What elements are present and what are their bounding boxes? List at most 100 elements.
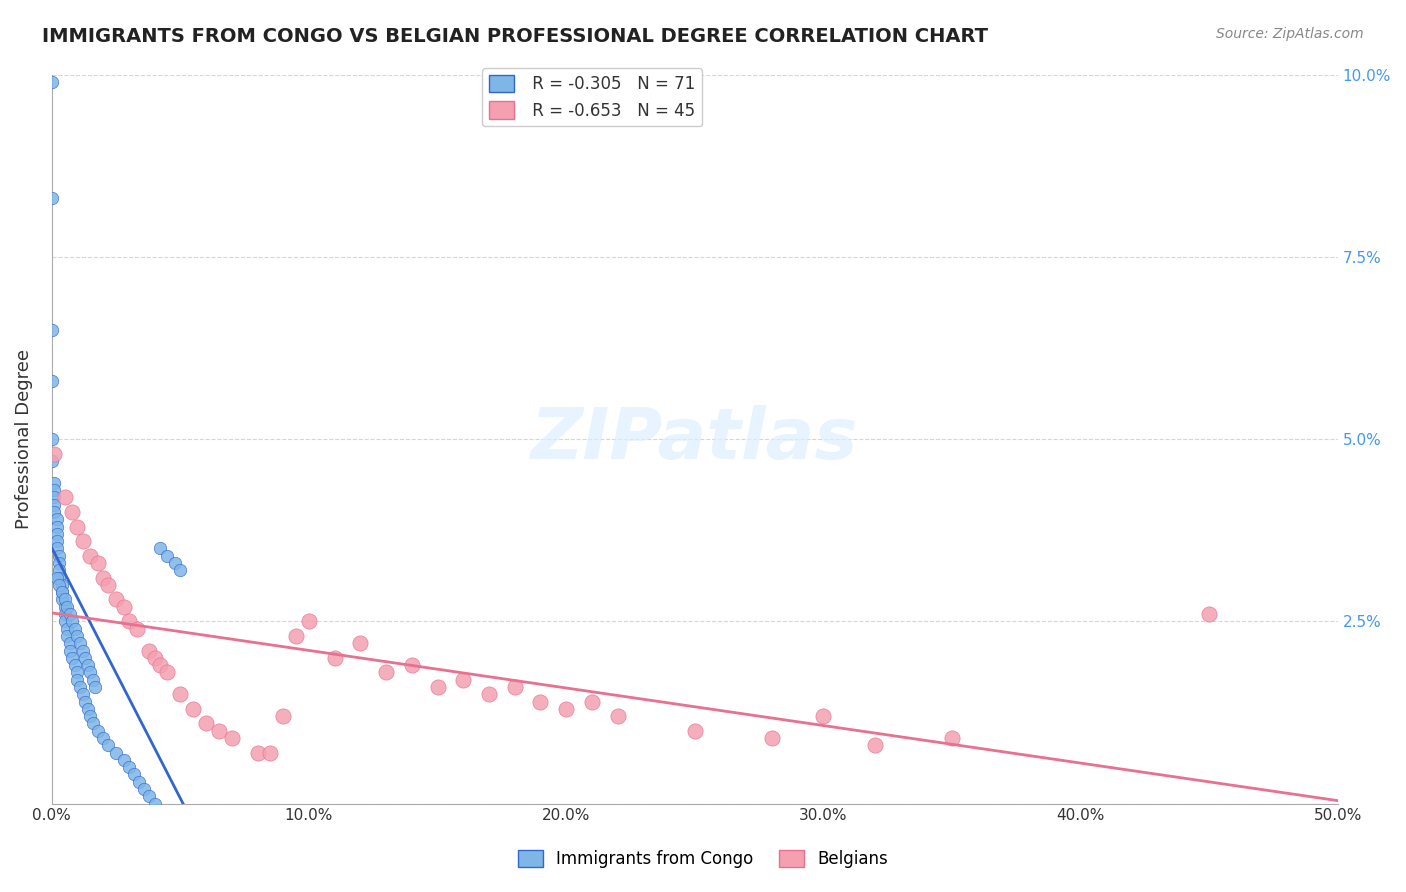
- Point: [51, 585, 73, 599]
- Point: [112, 599, 135, 614]
- Point: [76, 658, 98, 673]
- Point: [45, 571, 67, 585]
- Point: [53, 607, 76, 621]
- Point: [41, 323, 63, 337]
- Point: [87, 723, 110, 738]
- Point: [112, 753, 135, 767]
- Point: [87, 556, 110, 570]
- Point: [45, 512, 67, 526]
- Point: [529, 694, 551, 708]
- Point: [63, 658, 86, 673]
- Point: [59, 636, 82, 650]
- Point: [169, 563, 191, 577]
- Point: [59, 643, 82, 657]
- Point: [863, 739, 886, 753]
- Text: Source: ZipAtlas.com: Source: ZipAtlas.com: [1216, 27, 1364, 41]
- Point: [761, 731, 783, 745]
- Point: [143, 797, 166, 811]
- Point: [41, 191, 63, 205]
- Point: [285, 629, 308, 643]
- Point: [84, 680, 107, 694]
- Point: [53, 592, 76, 607]
- Point: [69, 680, 91, 694]
- Point: [259, 746, 281, 760]
- Point: [208, 723, 231, 738]
- Text: ZIPatlas: ZIPatlas: [531, 405, 859, 474]
- Point: [91, 571, 114, 585]
- Point: [44, 505, 66, 519]
- Point: [1198, 607, 1220, 621]
- Point: [72, 687, 94, 701]
- Point: [169, 687, 191, 701]
- Point: [149, 658, 172, 673]
- Point: [76, 702, 98, 716]
- Point: [82, 673, 104, 687]
- Point: [41, 432, 63, 446]
- Point: [128, 774, 150, 789]
- Point: [59, 607, 82, 621]
- Point: [69, 636, 91, 650]
- Point: [181, 702, 204, 716]
- Point: [606, 709, 628, 723]
- Point: [48, 549, 70, 563]
- Point: [56, 622, 79, 636]
- Point: [555, 702, 578, 716]
- Point: [82, 716, 104, 731]
- Point: [426, 680, 449, 694]
- Point: [298, 615, 321, 629]
- Point: [53, 615, 76, 629]
- Y-axis label: Professional Degree: Professional Degree: [15, 349, 32, 529]
- Point: [48, 578, 70, 592]
- Point: [48, 556, 70, 570]
- Point: [941, 731, 963, 745]
- Point: [138, 789, 160, 804]
- Point: [401, 658, 423, 673]
- Point: [97, 739, 120, 753]
- Point: [53, 491, 76, 505]
- Point: [105, 746, 128, 760]
- Point: [118, 615, 141, 629]
- Legend: Immigrants from Congo, Belgians: Immigrants from Congo, Belgians: [512, 843, 894, 875]
- Point: [60, 615, 83, 629]
- Point: [97, 578, 120, 592]
- Point: [48, 563, 70, 577]
- Point: [149, 541, 172, 556]
- Point: [72, 534, 94, 549]
- Point: [451, 673, 474, 687]
- Point: [60, 505, 83, 519]
- Point: [56, 599, 79, 614]
- Point: [91, 731, 114, 745]
- Point: [45, 541, 67, 556]
- Point: [75, 694, 97, 708]
- Point: [683, 723, 706, 738]
- Point: [79, 709, 101, 723]
- Point: [45, 534, 67, 549]
- Point: [66, 665, 89, 680]
- Point: [66, 673, 89, 687]
- Point: [56, 629, 79, 643]
- Point: [581, 694, 603, 708]
- Point: [375, 665, 398, 680]
- Point: [44, 447, 66, 461]
- Point: [79, 665, 101, 680]
- Point: [105, 592, 128, 607]
- Point: [165, 556, 187, 570]
- Point: [44, 475, 66, 490]
- Point: [125, 622, 148, 636]
- Legend:  R = -0.305   N = 71,  R = -0.653   N = 45: R = -0.305 N = 71, R = -0.653 N = 45: [482, 69, 702, 127]
- Point: [503, 680, 526, 694]
- Point: [79, 549, 101, 563]
- Point: [138, 643, 160, 657]
- Point: [118, 760, 141, 774]
- Point: [156, 549, 179, 563]
- Point: [195, 716, 218, 731]
- Point: [143, 650, 166, 665]
- Point: [48, 571, 70, 585]
- Point: [349, 636, 371, 650]
- Point: [63, 622, 86, 636]
- Point: [51, 578, 73, 592]
- Point: [51, 585, 73, 599]
- Point: [45, 526, 67, 541]
- Point: [44, 491, 66, 505]
- Point: [44, 483, 66, 497]
